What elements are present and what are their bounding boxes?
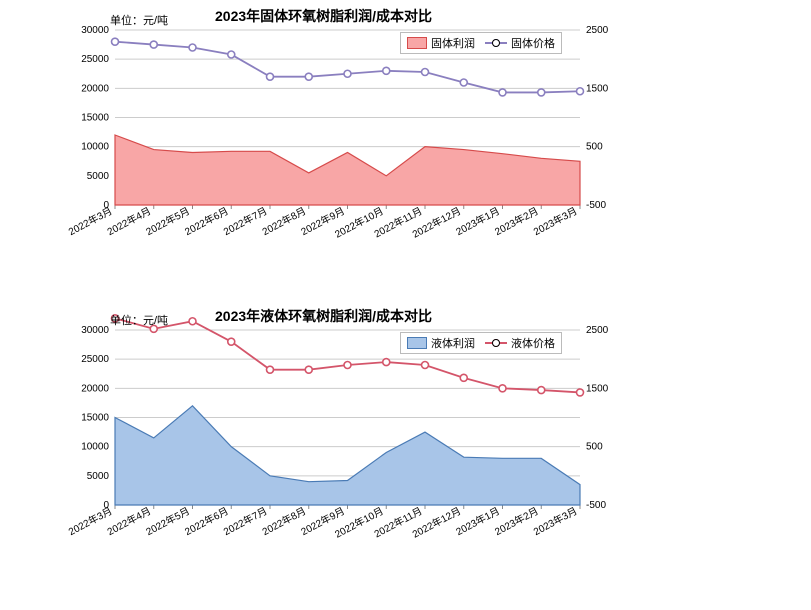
svg-text:15000: 15000 <box>81 413 109 424</box>
svg-text:15000: 15000 <box>81 113 109 124</box>
chart-liquid: 单位：元/吨 2023年液体环氧树脂利润/成本对比 液体利润 液体价格 0500… <box>20 300 640 590</box>
svg-text:10000: 10000 <box>81 442 109 453</box>
svg-text:2023年3月: 2023年3月 <box>531 204 579 238</box>
legend-area-label-2: 液体利润 <box>431 335 475 351</box>
svg-text:30000: 30000 <box>81 325 109 336</box>
chart-solid: 单位：元/吨 2023年固体环氧树脂利润/成本对比 固体利润 固体价格 0500… <box>20 0 640 280</box>
chart-title-2: 2023年液体环氧树脂利润/成本对比 <box>215 306 432 326</box>
svg-text:2023年3月: 2023年3月 <box>531 504 579 538</box>
legend-line-label-1: 固体价格 <box>511 35 555 51</box>
legend-line-label-2: 液体价格 <box>511 335 555 351</box>
svg-text:-500: -500 <box>586 500 606 511</box>
legend-area-label-1: 固体利润 <box>431 35 475 51</box>
chart-title-1: 2023年固体环氧树脂利润/成本对比 <box>215 6 432 26</box>
legend-area-swatch-2 <box>407 337 427 349</box>
svg-text:5000: 5000 <box>87 171 110 182</box>
svg-text:2500: 2500 <box>586 325 609 336</box>
svg-text:20000: 20000 <box>81 83 109 94</box>
svg-text:2500: 2500 <box>586 25 609 36</box>
svg-text:500: 500 <box>586 442 603 453</box>
svg-text:25000: 25000 <box>81 354 109 365</box>
svg-text:30000: 30000 <box>81 25 109 36</box>
legend-1: 固体利润 固体价格 <box>400 32 562 54</box>
unit-label-2: 单位：元/吨 <box>110 312 168 328</box>
svg-text:5000: 5000 <box>87 471 110 482</box>
unit-label-1: 单位：元/吨 <box>110 12 168 28</box>
svg-text:25000: 25000 <box>81 54 109 65</box>
legend-line-swatch-1 <box>485 38 507 48</box>
svg-text:1500: 1500 <box>586 83 609 94</box>
svg-text:-500: -500 <box>586 200 606 211</box>
svg-text:20000: 20000 <box>81 383 109 394</box>
legend-area-swatch-1 <box>407 37 427 49</box>
legend-2: 液体利润 液体价格 <box>400 332 562 354</box>
legend-line-swatch-2 <box>485 338 507 348</box>
svg-text:10000: 10000 <box>81 142 109 153</box>
svg-text:500: 500 <box>586 142 603 153</box>
svg-text:1500: 1500 <box>586 383 609 394</box>
